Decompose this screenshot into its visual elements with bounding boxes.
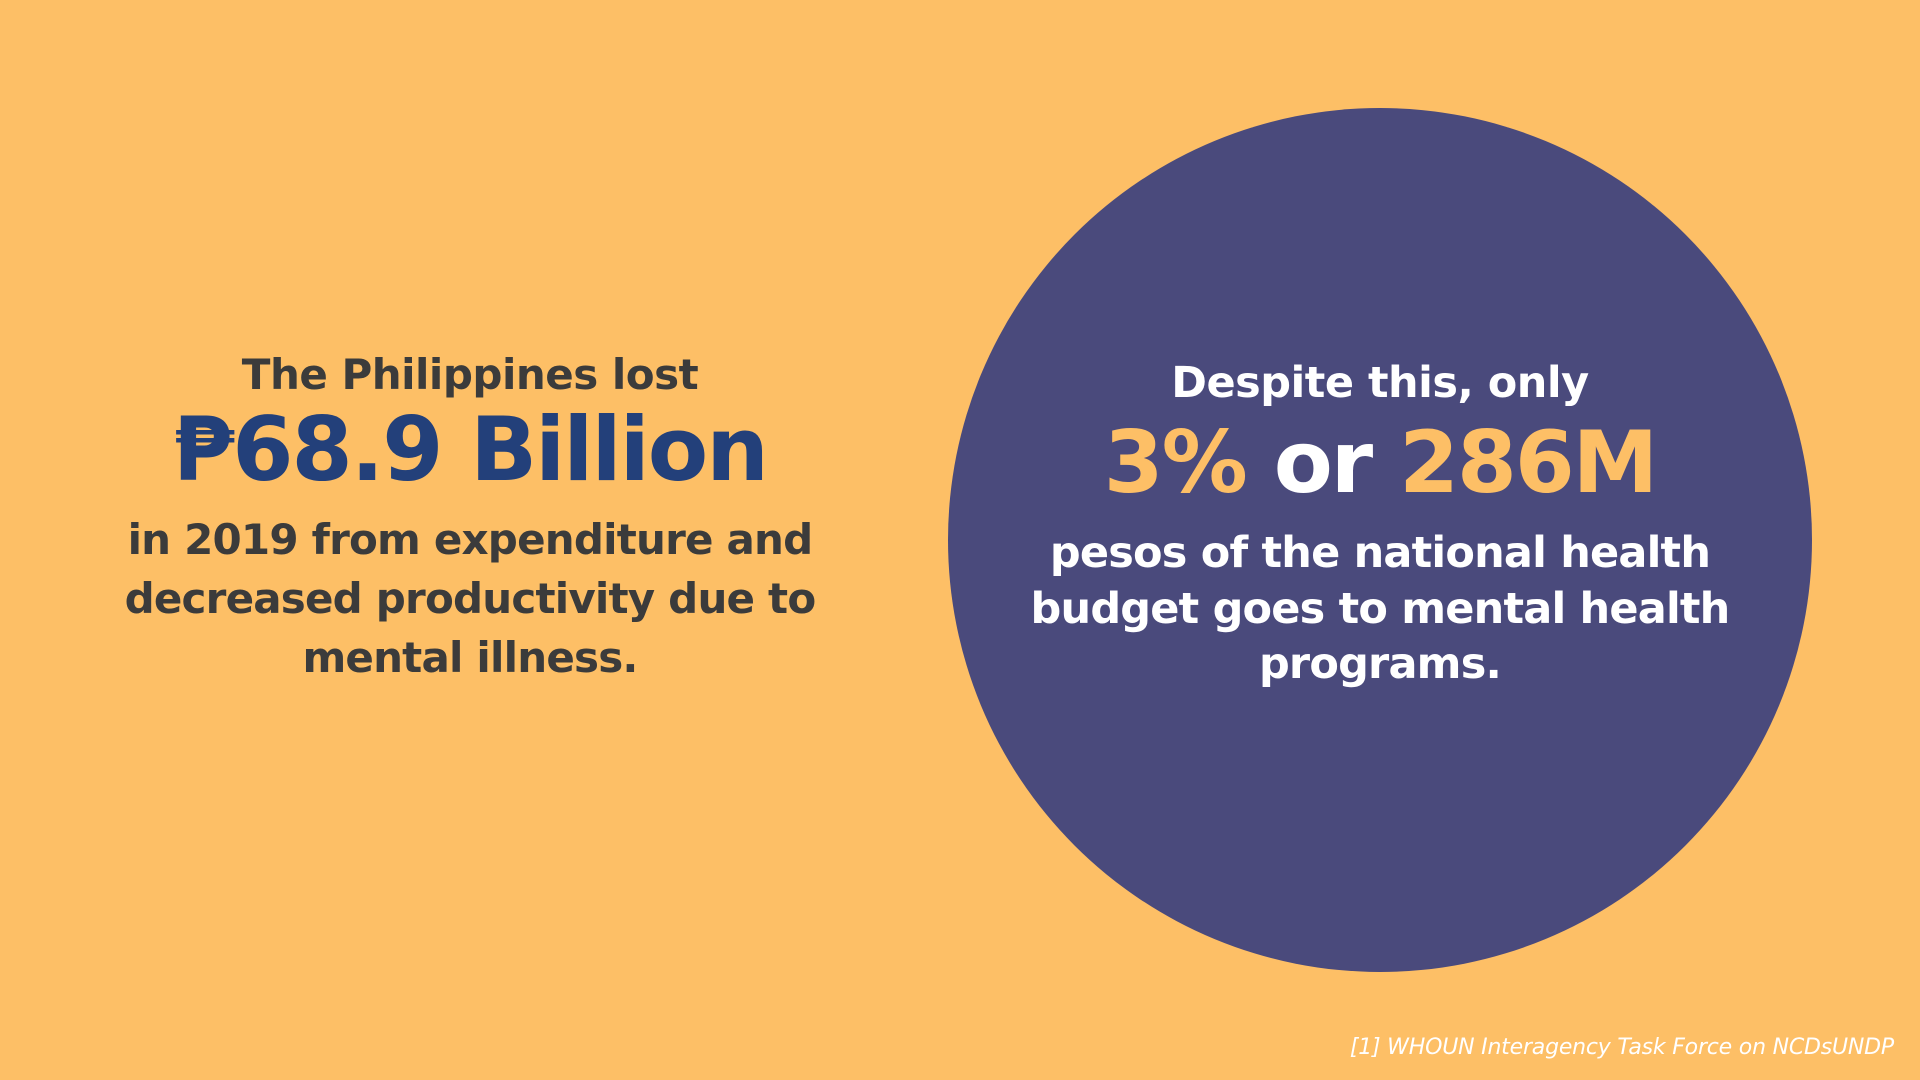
right-intro-text: Despite this, only xyxy=(1171,358,1589,408)
left-intro-text: The Philippines lost xyxy=(241,350,699,399)
left-description: in 2019 from expenditure and decreased p… xyxy=(124,515,817,682)
right-text-block: Despite this, only 3% or 286M pesos of t… xyxy=(1030,358,1731,692)
stat-circle xyxy=(948,108,1812,972)
left-text-block: The Philippines lost ₱68.9 Billion in 20… xyxy=(100,350,840,688)
source-footnote: [1] WHOUN Interagency Task Force on NCDs… xyxy=(1349,1035,1894,1060)
budget-stat: 3% or 286M xyxy=(1030,412,1730,513)
budget-percent: 3% xyxy=(1103,412,1248,513)
budget-amount: 286M xyxy=(1399,412,1658,513)
stat-connector: or xyxy=(1245,412,1400,513)
loss-amount: ₱68.9 Billion xyxy=(173,398,769,502)
right-description: pesos of the national health budget goes… xyxy=(1030,528,1731,689)
